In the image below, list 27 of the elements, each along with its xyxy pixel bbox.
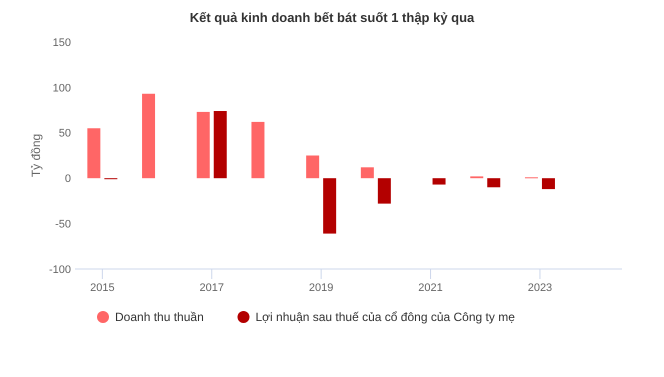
legend-label: Doanh thu thuần: [115, 310, 204, 324]
bar: [306, 156, 320, 178]
y-tick-label: -100: [48, 264, 71, 276]
bar: [87, 128, 100, 178]
bar: [196, 112, 210, 178]
y-axis-title: Tỷ đồng: [29, 134, 43, 178]
legend-label: Lợi nhuận sau thuế của cổ đông của Công ty mẹ: [256, 310, 516, 324]
y-tick-label: 150: [52, 36, 71, 49]
x-tick-label: 2015: [90, 282, 115, 294]
bar: [542, 178, 555, 190]
bar: [360, 167, 374, 178]
bar: [487, 178, 500, 188]
bar: [251, 122, 264, 178]
bar: [214, 111, 227, 178]
bar: [323, 178, 336, 234]
x-tick-label: 2023: [528, 282, 552, 294]
y-tick-label: 100: [52, 82, 71, 94]
y-tick-label: 50: [58, 128, 71, 140]
x-tick-label: 2019: [308, 282, 334, 294]
bar: [432, 178, 446, 185]
y-tick-label: 0: [64, 173, 71, 186]
chart-title: Kết quả kinh doanh bết bát suốt 1 thập kỷ qua: [190, 10, 476, 25]
bar: [378, 178, 391, 204]
x-tick-label: 2017: [200, 282, 224, 294]
y-tick-label: -50: [55, 218, 71, 230]
x-tick-label: 2021: [418, 282, 443, 294]
bar: [142, 94, 156, 178]
